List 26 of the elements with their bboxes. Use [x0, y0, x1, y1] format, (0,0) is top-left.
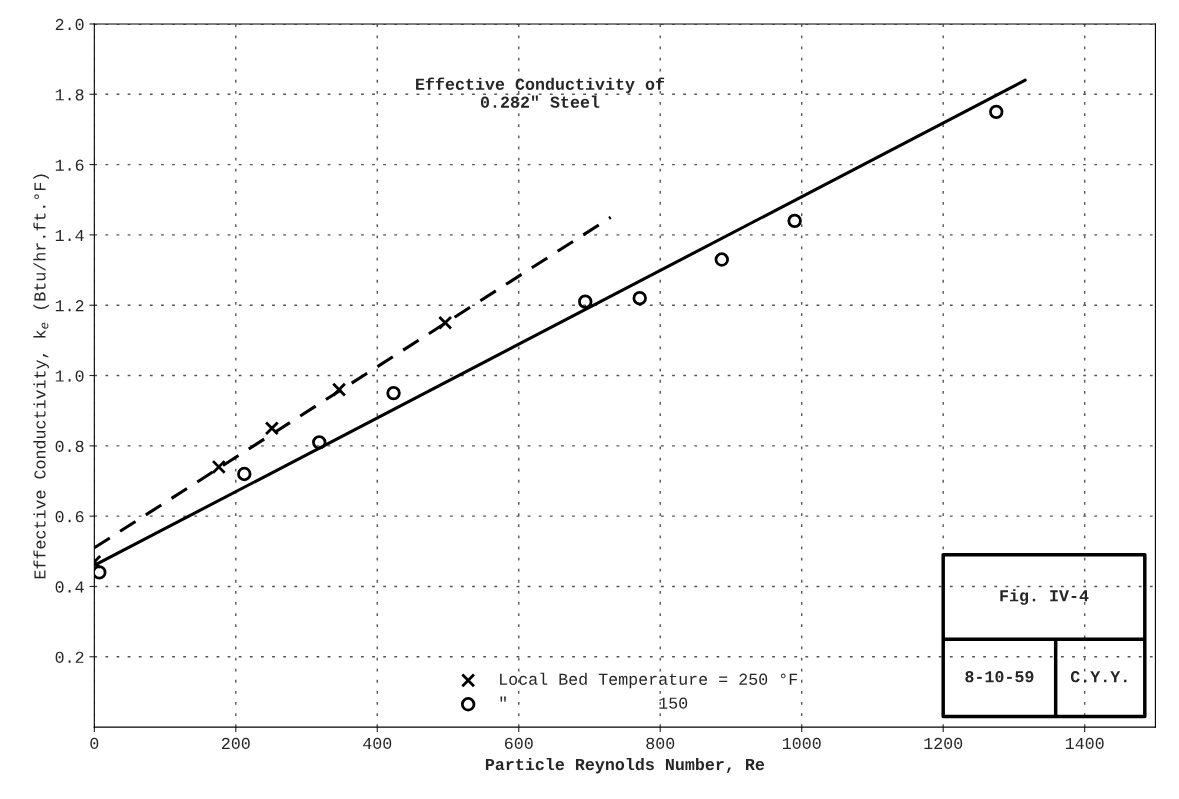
y-tick-label: 0.8 — [55, 440, 84, 453]
y-tick-label: 1.0 — [55, 370, 84, 382]
x-tick-label: 600 — [504, 737, 533, 750]
x-tick-label: 200 — [221, 737, 250, 750]
text: Effective Conductivity of 0.282" Steel — [416, 77, 665, 108]
x-axis-title: Particle Reynolds Number, Re — [485, 757, 765, 774]
legend-label: ″ 150 — [500, 696, 688, 709]
y-tick-label: 1.8 — [55, 89, 84, 101]
annotation: 8-10-59 — [965, 671, 1034, 683]
y-tick-label: 1.4 — [55, 229, 84, 241]
y-tick-label: 1.2 — [55, 300, 84, 312]
x-tick-label: 1200 — [924, 737, 963, 750]
annotation: C.Y.Y. — [1070, 671, 1127, 683]
y-tick-label: 0.4 — [55, 581, 84, 593]
x-tick-label: 1400 — [1065, 737, 1104, 750]
y-tick-label: 0.2 — [55, 651, 84, 663]
y-axis-title: Effective Conductivity, k$_{e}$ (Btu/hr.ft.°F) — [33, 174, 49, 579]
x-tick-label: 1000 — [782, 737, 821, 750]
y-tick-label: 1.6 — [55, 159, 84, 171]
y-tick-label: 2.0 — [55, 18, 84, 31]
x-tick-label: 400 — [363, 737, 392, 750]
x-tick-label: 800 — [646, 737, 675, 750]
annotation: Fig. IV-4 — [1000, 589, 1089, 605]
y-tick-label: 0.6 — [55, 511, 84, 523]
x-tick-label: 0 — [90, 737, 99, 750]
legend-label: Local Bed Temperature = 250 °F — [500, 672, 798, 689]
